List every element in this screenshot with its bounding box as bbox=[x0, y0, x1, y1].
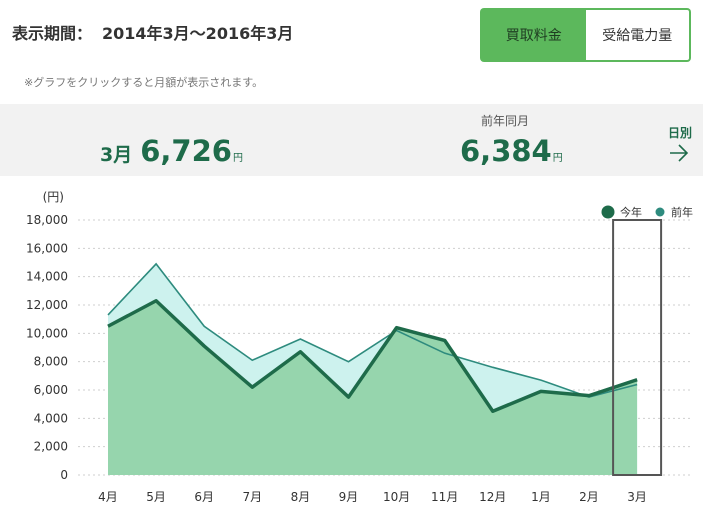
x-tick-label: 12月 bbox=[479, 490, 506, 504]
y-tick-label: 6,000 bbox=[34, 383, 68, 397]
y-tick-label: 16,000 bbox=[26, 241, 68, 255]
daily-view-label: 日別 bbox=[668, 126, 693, 140]
y-tick-label: 18,000 bbox=[26, 213, 68, 227]
chart-areas bbox=[108, 263, 638, 475]
previous-year-value: 6,384 bbox=[460, 134, 552, 168]
x-tick-label: 8月 bbox=[291, 490, 311, 504]
y-tick-label: 2,000 bbox=[34, 440, 68, 454]
period-value: 2014年3月〜2016年3月 bbox=[102, 24, 294, 43]
current-month-label: 3月 bbox=[100, 144, 133, 166]
display-period: 表示期間： 2014年3月〜2016年3月 bbox=[12, 20, 293, 44]
previous-year-unit: 円 bbox=[552, 153, 563, 164]
chart-lines bbox=[107, 262, 638, 413]
x-axis-ticks: 4月 5月 6月 7月 8月 9月 10月 11月 12月 1月 2月 3月 bbox=[98, 490, 647, 504]
arrow-right-icon bbox=[670, 144, 689, 162]
legend-last-year-label: 前年 bbox=[671, 205, 693, 219]
this-year-area bbox=[108, 300, 638, 475]
chart-points bbox=[107, 263, 638, 412]
y-tick-label: 10,000 bbox=[26, 326, 68, 340]
x-tick-label: 9月 bbox=[339, 490, 359, 504]
legend-this-year-label: 今年 bbox=[620, 205, 642, 219]
current-month-value: 6,726 bbox=[140, 134, 232, 168]
y-tick-label: 14,000 bbox=[26, 270, 68, 284]
current-month-summary: 3月 6,726円 bbox=[100, 134, 243, 168]
selected-month-box[interactable] bbox=[612, 219, 663, 476]
y-tick-label: 0 bbox=[60, 468, 68, 482]
legend-last-year-swatch bbox=[655, 207, 665, 217]
summary-panel: 3月 6,726円 前年同月 6,384円 日別 bbox=[0, 104, 703, 176]
x-tick-label: 11月 bbox=[431, 490, 458, 504]
last-year-line bbox=[107, 262, 638, 398]
toggle-received-power[interactable]: 受給電力量 bbox=[585, 10, 689, 60]
toggle-purchase-price[interactable]: 買取料金 bbox=[482, 10, 586, 60]
x-tick-label: 5月 bbox=[146, 490, 166, 504]
selected-month-highlight[interactable] bbox=[612, 219, 663, 476]
x-tick-label: 2月 bbox=[579, 490, 599, 504]
x-tick-label: 6月 bbox=[194, 490, 214, 504]
daily-view-link[interactable]: 日別 bbox=[668, 124, 698, 163]
y-tick-label: 4,000 bbox=[34, 411, 68, 425]
y-tick-label: 8,000 bbox=[34, 355, 68, 369]
y-tick-label: 12,000 bbox=[26, 298, 68, 312]
monthly-chart[interactable]: 0 2,000 4,000 6,000 8,000 10,000 12,000 14,000 1… bbox=[0, 178, 703, 511]
x-tick-label: 4月 bbox=[98, 490, 118, 504]
legend-this-year-swatch bbox=[601, 205, 615, 219]
current-month-unit: 円 bbox=[232, 153, 243, 164]
x-tick-label: 10月 bbox=[383, 490, 410, 504]
y-axis-unit-label: (円) bbox=[43, 190, 64, 204]
this-year-line bbox=[107, 299, 638, 413]
view-toggle: 買取料金 受給電力量 bbox=[480, 8, 691, 62]
previous-year-label: 前年同月 bbox=[481, 114, 530, 128]
chart-legend: 今年 前年 bbox=[601, 205, 693, 219]
x-tick-label: 7月 bbox=[242, 490, 262, 504]
x-tick-label: 3月 bbox=[627, 490, 647, 504]
period-label: 表示期間： bbox=[12, 24, 93, 43]
y-axis-ticks: 0 2,000 4,000 6,000 8,000 10,000 12,000 14,000 1… bbox=[26, 213, 68, 482]
x-tick-label: 1月 bbox=[531, 490, 551, 504]
chart-hint-text: ※グラフをクリックすると月額が表示されます。 bbox=[24, 76, 264, 89]
previous-year-summary: 6,384円 bbox=[460, 134, 563, 168]
